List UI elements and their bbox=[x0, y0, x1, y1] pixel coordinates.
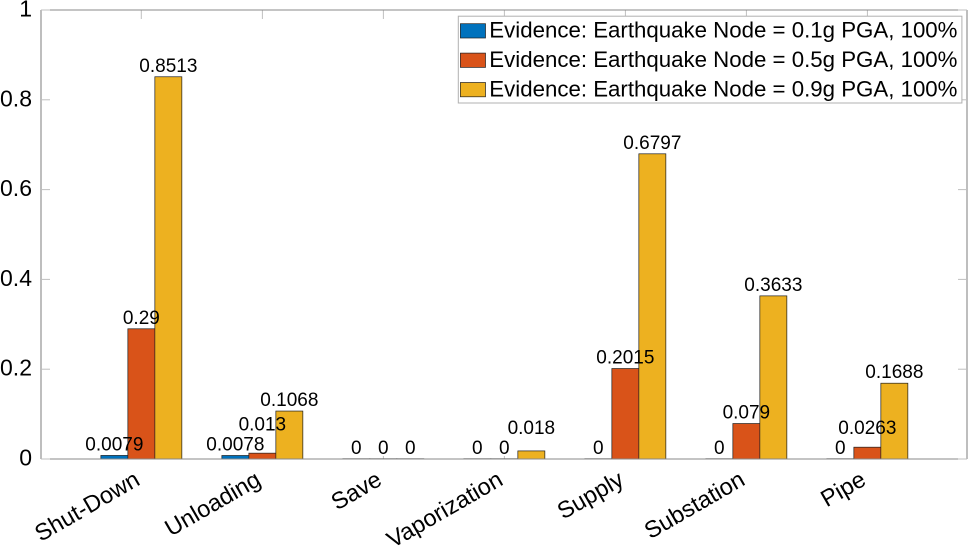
svg-text:Evidence: Earthquake Node = 0.: Evidence: Earthquake Node = 0.5g PGA, 10… bbox=[489, 47, 957, 72]
svg-text:Evidence: Earthquake Node = 0.: Evidence: Earthquake Node = 0.9g PGA, 10… bbox=[489, 77, 957, 102]
svg-text:0.6797: 0.6797 bbox=[623, 133, 681, 154]
svg-text:0: 0 bbox=[378, 438, 389, 459]
svg-text:0: 0 bbox=[19, 445, 32, 471]
svg-text:0.8513: 0.8513 bbox=[139, 56, 197, 77]
svg-text:0.018: 0.018 bbox=[508, 418, 556, 439]
svg-text:Evidence: Earthquake Node = 0.: Evidence: Earthquake Node = 0.1g PGA, 10… bbox=[489, 18, 957, 43]
svg-text:0.2015: 0.2015 bbox=[596, 348, 654, 369]
svg-text:0: 0 bbox=[714, 438, 725, 459]
svg-text:0: 0 bbox=[472, 438, 483, 459]
svg-text:0.29: 0.29 bbox=[123, 308, 160, 329]
svg-text:1: 1 bbox=[19, 0, 32, 22]
svg-text:0.4: 0.4 bbox=[0, 265, 32, 291]
svg-text:0.0263: 0.0263 bbox=[838, 418, 896, 439]
svg-text:0.013: 0.013 bbox=[239, 415, 287, 436]
svg-text:0: 0 bbox=[351, 438, 362, 459]
svg-text:0.8: 0.8 bbox=[0, 85, 32, 111]
svg-text:0.1068: 0.1068 bbox=[260, 390, 318, 411]
svg-text:0.3633: 0.3633 bbox=[744, 275, 802, 296]
svg-text:0.0079: 0.0079 bbox=[85, 434, 143, 455]
svg-text:0: 0 bbox=[593, 438, 604, 459]
svg-text:0: 0 bbox=[405, 438, 416, 459]
svg-text:0.079: 0.079 bbox=[723, 403, 771, 424]
svg-text:0.2: 0.2 bbox=[0, 355, 32, 381]
svg-text:0.0078: 0.0078 bbox=[206, 435, 264, 456]
svg-text:0.6: 0.6 bbox=[0, 175, 32, 201]
svg-text:0: 0 bbox=[499, 438, 510, 459]
svg-text:0: 0 bbox=[835, 438, 846, 459]
svg-text:0.1688: 0.1688 bbox=[865, 362, 923, 383]
